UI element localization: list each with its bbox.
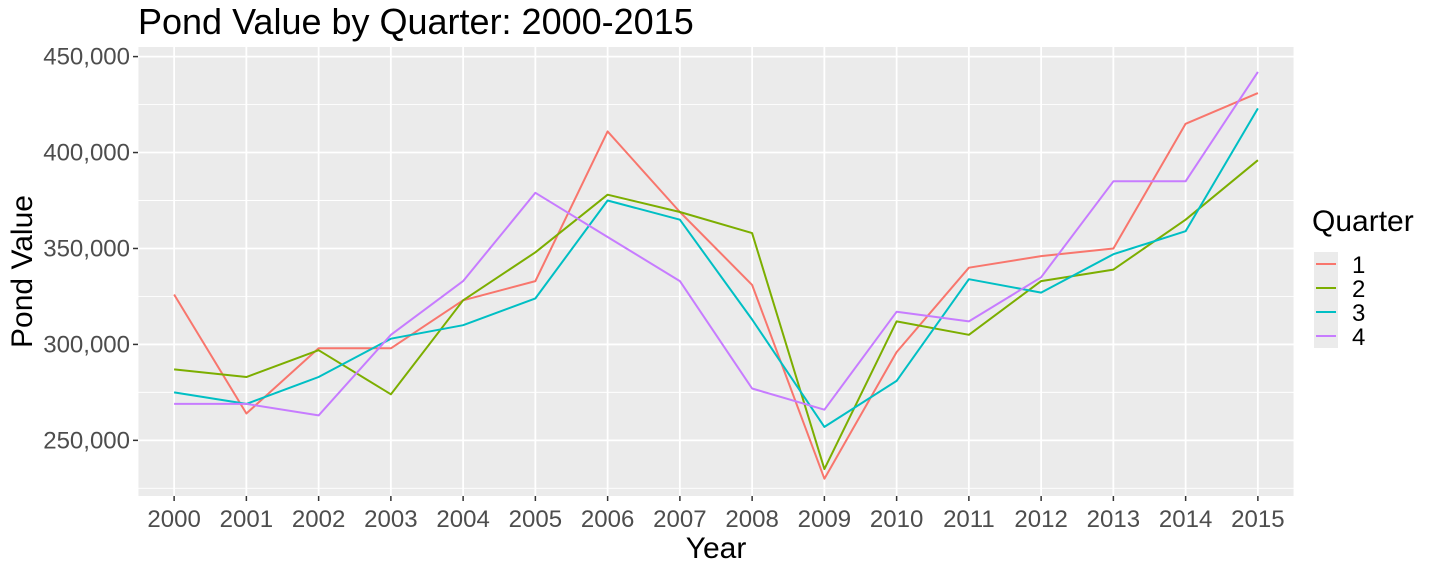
x-tick-label: 2015 [1231,506,1284,533]
y-tick-label: 300,000 [43,331,130,358]
series-line-quarter-3 [173,107,1259,428]
x-tick-label: 2004 [436,506,489,533]
x-tick-label: 2002 [292,506,345,533]
x-tick-label: 2010 [870,506,923,533]
x-axis: 2000 2001 2002 2003 2004 2005 2006 2007 2008 2009… [147,496,1285,533]
x-tick-label: 2008 [725,506,778,533]
x-tick-label: 2011 [943,506,995,533]
series-line-quarter-2 [173,159,1259,471]
y-tick-label: 450,000 [43,44,130,71]
x-tick-label: 2012 [1014,506,1067,533]
x-tick-label: 2014 [1159,506,1212,533]
x-tick-label: 2013 [1087,506,1140,533]
x-tick-label: 2005 [509,506,562,533]
x-axis-title: Year [686,532,747,565]
series-lines [173,71,1259,480]
series-line-quarter-1 [173,92,1259,480]
legend-label: 4 [1352,324,1365,351]
legend-label: 3 [1352,300,1365,327]
legend-label: 1 [1352,252,1365,279]
x-tick-label: 2000 [147,506,200,533]
major-gridlines [138,47,1294,496]
x-tick-label: 2001 [220,506,273,533]
legend-title: Quarter [1312,205,1414,238]
minor-gridlines [137,47,1295,496]
x-tick-label: 2006 [581,506,634,533]
plot-panel [138,47,1294,496]
x-tick-label: 2009 [798,506,851,533]
y-tick-label: 400,000 [43,140,130,167]
series-line-quarter-4 [174,71,1259,417]
y-tick-label: 250,000 [43,427,130,454]
y-axis: 250,000 300,000 350,000 400,000 450,000 [43,44,138,454]
y-axis-title: Pond Value [6,195,39,348]
legend-label: 2 [1352,276,1365,303]
y-tick-label: 350,000 [43,235,130,262]
x-tick-label: 2003 [364,506,417,533]
chart-title: Pond Value by Quarter: 2000-2015 [138,1,694,42]
x-tick-label: 2007 [653,506,706,533]
